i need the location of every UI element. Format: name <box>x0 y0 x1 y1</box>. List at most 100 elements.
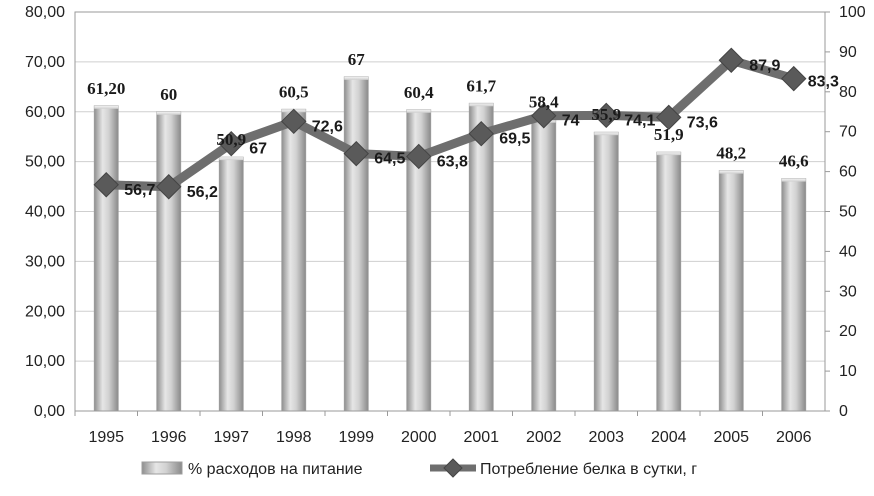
y-left-tick-label: 60,00 <box>25 104 65 121</box>
y-left-tick-label: 20,00 <box>25 303 65 320</box>
bar-cap <box>469 103 494 107</box>
line-data-label: 63,8 <box>437 153 468 170</box>
bar <box>93 105 119 412</box>
bar-cap <box>719 170 744 174</box>
y-left-tick-label: 50,00 <box>25 154 65 171</box>
bar-data-label: 46,6 <box>779 152 809 171</box>
x-tick-label: 1995 <box>88 429 124 446</box>
bar-cap <box>781 178 806 182</box>
y-left-tick-label: 30,00 <box>25 253 65 270</box>
line-marker <box>531 103 557 129</box>
line-marker <box>156 174 182 200</box>
line-data-label: 56,2 <box>187 184 218 201</box>
y-left-tick-label: 70,00 <box>25 54 65 71</box>
bar-cap <box>219 157 244 161</box>
line-marker <box>218 130 244 157</box>
x-tick-label: 2004 <box>651 429 687 446</box>
x-tick-label: 1999 <box>338 429 374 446</box>
bar-data-label: 50,9 <box>216 130 246 149</box>
line-data-label: 56,7 <box>124 182 155 199</box>
line-data-label: 74 <box>562 113 580 130</box>
y-left-tick-label: 0,00 <box>34 403 65 420</box>
legend: % расходов на питание Потребление белка в… <box>141 458 697 478</box>
bar-series <box>93 76 807 412</box>
bar-data-label: 61,20 <box>87 79 125 98</box>
bar-cap <box>94 105 119 109</box>
line-marker <box>781 65 807 92</box>
y-right-tick-label: 40 <box>839 243 857 260</box>
bar <box>343 76 369 412</box>
legend-label-line: Потребление белка в сутки, г <box>480 461 697 478</box>
bar-cap <box>406 109 431 113</box>
line-marker <box>656 104 682 131</box>
bar-cap <box>156 111 181 115</box>
line-marker <box>406 143 432 170</box>
x-tick-label: 1998 <box>276 429 312 446</box>
x-tick-label: 2001 <box>463 429 499 446</box>
x-tick-label: 1997 <box>213 429 249 446</box>
line-data-label: 87,9 <box>749 57 780 74</box>
bar-data-label: 60,5 <box>279 82 309 101</box>
bar-data-label: 67 <box>348 50 366 69</box>
line-data-label: 74,1 <box>624 112 655 129</box>
line-data-label: 83,3 <box>808 74 839 91</box>
x-tick-label: 2005 <box>713 429 749 446</box>
line-marker <box>343 140 369 167</box>
line-series <box>93 47 807 200</box>
bar-cap <box>594 132 619 136</box>
bar <box>656 151 682 412</box>
line-marker <box>93 172 119 198</box>
line-marker <box>718 47 744 73</box>
bar-data-label: 51,9 <box>654 125 684 144</box>
y-left-tick-label: 80,00 <box>25 4 65 21</box>
y-right-tick-label: 50 <box>839 204 857 221</box>
x-tick-label: 2006 <box>776 429 812 446</box>
bar <box>781 178 807 412</box>
y-right-tick-label: 100 <box>839 4 866 21</box>
line-data-label: 64,5 <box>374 151 405 168</box>
bar-cap <box>656 152 681 156</box>
bar-data-label: 48,2 <box>716 144 746 163</box>
line-data-label: 69,5 <box>499 131 530 148</box>
y-right-tick-label: 20 <box>839 323 857 340</box>
bar <box>156 111 182 412</box>
bar-data-label: 60,4 <box>404 83 434 102</box>
axes: 0,00 10,00 20,00 30,00 40,00 50,00 60,00 70,00 8… <box>25 4 866 446</box>
bar <box>718 170 744 412</box>
x-tick-label: 2000 <box>401 429 437 446</box>
y-right-tick-label: 90 <box>839 44 857 61</box>
bar-data-label: 58,4 <box>529 93 559 112</box>
line-marker <box>281 108 307 135</box>
y-right-tick-label: 80 <box>839 84 857 101</box>
line-data-label: 72,6 <box>312 118 343 135</box>
bar <box>593 131 619 412</box>
data-labels: 61,20 60 50,9 60,5 67 60,4 61,7 58,4 55,9 51,9 48,… <box>87 50 839 201</box>
y-right-tick-label: 0 <box>839 403 848 420</box>
bar <box>531 119 557 412</box>
legend-label-bar: % расходов на питание <box>188 461 363 478</box>
line-marker <box>468 120 494 147</box>
y-right-tick-label: 60 <box>839 164 857 181</box>
y-right-tick-label: 30 <box>839 283 857 300</box>
bar-data-label: 55,9 <box>591 105 621 124</box>
bar <box>281 108 307 412</box>
bar-cap <box>344 76 369 80</box>
y-left-tick-label: 40,00 <box>25 204 65 221</box>
x-tick-label: 2002 <box>526 429 562 446</box>
bar-data-label: 60 <box>160 85 177 104</box>
bar <box>468 102 494 412</box>
y-left-tick-label: 10,00 <box>25 353 65 370</box>
bar <box>218 156 244 412</box>
line-path <box>101 55 799 192</box>
x-tick-label: 2003 <box>588 429 624 446</box>
y-right-tick-label: 10 <box>839 363 857 380</box>
legend-swatch-marker <box>443 458 463 478</box>
line-marker <box>593 102 619 129</box>
x-tick-label: 1996 <box>151 429 187 446</box>
line-data-label: 73,6 <box>687 114 718 131</box>
line-data-label: 67 <box>249 141 267 158</box>
bar-data-label: 61,7 <box>466 76 496 95</box>
y-right-tick-label: 70 <box>839 124 857 141</box>
legend-swatch-bar <box>141 461 183 475</box>
